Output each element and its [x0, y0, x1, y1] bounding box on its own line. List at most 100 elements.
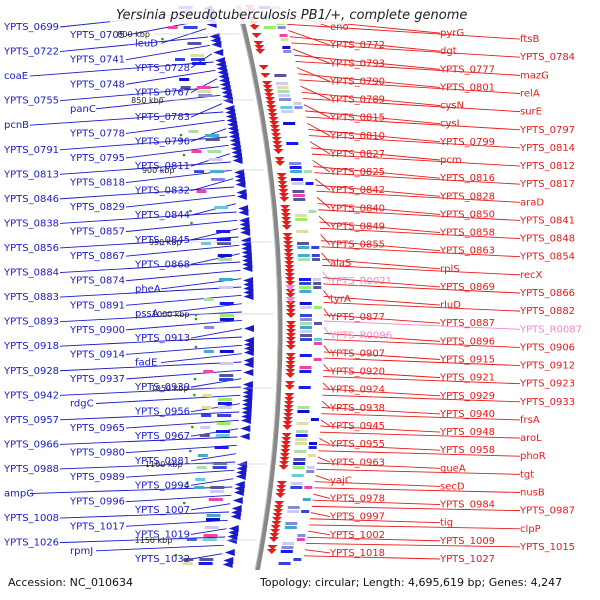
gene-label[interactable]: YPTS_0815: [329, 113, 385, 124]
gene-label[interactable]: YPTS_0978: [329, 494, 385, 505]
gene-label[interactable]: yajC: [330, 475, 352, 486]
gene-label[interactable]: YPTS_0863: [439, 246, 495, 257]
gene-label[interactable]: dgt: [440, 46, 457, 57]
gene-label[interactable]: YPTS_0887: [439, 318, 495, 329]
gene-label[interactable]: YPTS_0882: [519, 306, 575, 317]
gene-label[interactable]: YPTS_0827: [329, 149, 385, 160]
gene-label[interactable]: pcnB: [4, 120, 29, 131]
gene-label[interactable]: ftsB: [520, 34, 539, 45]
gene-label[interactable]: YPTS_R0021: [329, 276, 392, 287]
gene-label[interactable]: YPTS_0989: [69, 472, 125, 483]
gene-label[interactable]: YPTS_0929: [439, 391, 495, 402]
gene-label[interactable]: nusB: [520, 488, 545, 499]
gene-label[interactable]: YPTS_0840: [329, 203, 385, 214]
gene-label[interactable]: YPTS_0789: [329, 95, 385, 106]
gene-label[interactable]: tyrA: [330, 294, 351, 305]
gene-label[interactable]: cysI: [440, 119, 460, 130]
gene-label[interactable]: pheA: [135, 284, 161, 295]
gene-label[interactable]: tig: [440, 518, 453, 529]
gene-label[interactable]: YPTS_0923: [519, 379, 575, 390]
gene-label[interactable]: coaE: [4, 71, 28, 82]
gene-label[interactable]: YPTS_0958: [439, 445, 495, 456]
gene-label[interactable]: YPTS_0891: [69, 300, 125, 311]
gene-label[interactable]: YPTS_0907: [329, 348, 385, 359]
gene-label[interactable]: YPTS_0914: [69, 349, 125, 360]
gene-label[interactable]: YPTS_0777: [439, 64, 495, 75]
gene-label[interactable]: YPTS_0997: [329, 512, 385, 523]
gene-label[interactable]: YPTS_0955: [329, 439, 385, 450]
gene-label[interactable]: YPTS_0924: [329, 385, 385, 396]
gene-label[interactable]: YPTS_0799: [439, 137, 495, 148]
gene-label[interactable]: YPTS_0828: [439, 191, 495, 202]
gene-label[interactable]: YPTS_0793: [329, 58, 385, 69]
gene-label[interactable]: YPTS_0867: [69, 251, 125, 262]
gene-label[interactable]: YPTS_1027: [439, 554, 495, 565]
gene-label[interactable]: YPTS_0965: [69, 423, 125, 434]
gene-label[interactable]: YPTS_0855: [329, 240, 385, 251]
gene-label[interactable]: YPTS_0980: [69, 448, 125, 459]
gene-label[interactable]: YPTS_0845: [134, 235, 190, 246]
gene-label[interactable]: YPTS_0728: [134, 63, 190, 74]
gene-label[interactable]: eno: [330, 22, 349, 33]
gene-label[interactable]: YPTS_0906: [519, 342, 575, 353]
gene-label[interactable]: YPTS_0829: [69, 202, 125, 213]
gene-label[interactable]: YPTS_0896: [439, 336, 495, 347]
gene-label[interactable]: YPTS_0846: [3, 194, 59, 205]
gene-label[interactable]: pyrG: [440, 28, 464, 39]
gene-label[interactable]: YPTS_0705: [69, 30, 125, 41]
gene-label[interactable]: YPTS_1015: [519, 542, 575, 553]
gene-label[interactable]: YPTS_0920: [329, 367, 385, 378]
gene-label[interactable]: YPTS_0856: [3, 243, 59, 254]
gene-label[interactable]: leuD: [135, 38, 158, 49]
gene-label[interactable]: YPTS_0783: [134, 112, 190, 123]
gene-label[interactable]: YPTS_0772: [329, 40, 385, 51]
gene-label[interactable]: pcm: [440, 155, 462, 166]
gene-label[interactable]: YPTS_0811: [134, 161, 190, 172]
gene-label[interactable]: YPTS_1009: [439, 536, 495, 547]
gene-label[interactable]: YPTS_0988: [3, 464, 59, 475]
gene-label[interactable]: YPTS_0994: [134, 480, 190, 491]
gene-label[interactable]: YPTS_0844: [134, 210, 190, 221]
gene-label[interactable]: cysN: [440, 101, 464, 112]
gene-label[interactable]: rplS: [440, 264, 460, 275]
gene-label[interactable]: YPTS_0850: [439, 209, 495, 220]
gene-label[interactable]: YPTS_0838: [3, 218, 59, 229]
gene-label[interactable]: YPTS_0857: [69, 227, 125, 238]
gene-label[interactable]: YPTS_0841: [519, 215, 575, 226]
gene-label[interactable]: YPTS_0913: [134, 333, 190, 344]
gene-label[interactable]: surE: [520, 107, 542, 118]
gene-label[interactable]: YPTS_0817: [519, 179, 575, 190]
gene-label[interactable]: YPTS_0939: [134, 382, 190, 393]
gene-label[interactable]: YPTS_0963: [329, 457, 385, 468]
gene-label[interactable]: YPTS_0849: [329, 222, 385, 233]
gene-label[interactable]: rpmJ: [70, 546, 93, 557]
gene-label[interactable]: secD: [440, 481, 465, 492]
gene-label[interactable]: YPTS_0945: [329, 421, 385, 432]
gene-label[interactable]: alaS: [330, 258, 351, 269]
gene-label[interactable]: YPTS_0996: [69, 497, 125, 508]
gene-label[interactable]: YPTS_0928: [3, 366, 59, 377]
gene-label[interactable]: mazG: [520, 70, 549, 81]
gene-label[interactable]: frsA: [520, 415, 540, 426]
gene-label[interactable]: ampG: [4, 489, 34, 500]
gene-label[interactable]: YPTS_0812: [519, 161, 575, 172]
gene-label[interactable]: YPTS_0937: [69, 374, 125, 385]
gene-label[interactable]: YPTS_0722: [3, 47, 59, 58]
gene-label[interactable]: YPTS_0797: [519, 125, 575, 136]
gene-label[interactable]: YPTS_0921: [439, 373, 495, 384]
gene-label[interactable]: tgt: [520, 469, 534, 480]
gene-label[interactable]: YPTS_0868: [134, 259, 190, 270]
gene-label[interactable]: YPTS_0790: [329, 76, 385, 87]
gene-label[interactable]: pssA: [135, 308, 159, 319]
gene-label[interactable]: YPTS_0791: [3, 145, 59, 156]
gene-label[interactable]: YPTS_0957: [3, 415, 59, 426]
gene-label[interactable]: YPTS_0848: [519, 234, 575, 245]
gene-label[interactable]: YPTS_0933: [519, 397, 575, 408]
gene-label[interactable]: panC: [70, 104, 96, 115]
gene-label[interactable]: YPTS_0748: [69, 79, 125, 90]
gene-label[interactable]: YPTS_0900: [69, 325, 125, 336]
gene-label[interactable]: YPTS_0884: [3, 268, 59, 279]
gene-label[interactable]: relA: [520, 89, 540, 100]
gene-label[interactable]: YPTS_0814: [519, 143, 575, 154]
gene-label[interactable]: rdgC: [70, 398, 94, 409]
